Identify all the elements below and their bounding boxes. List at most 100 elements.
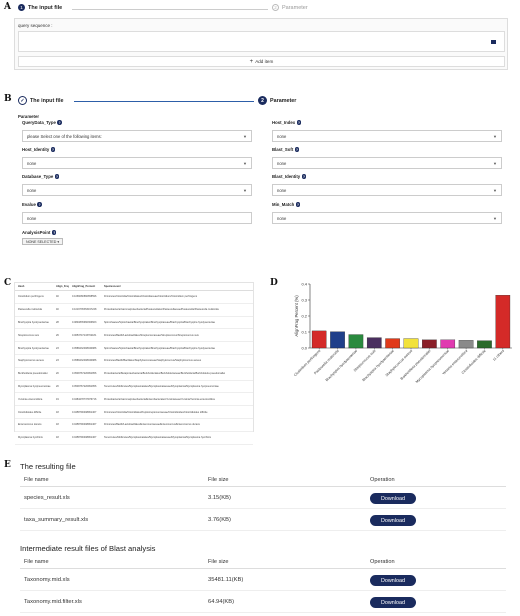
table-row[interactable]: Brachyspira hyodysenteriae 28 0.0840835960… (15, 317, 253, 330)
header-file-size: File size (208, 559, 229, 565)
min-match-label: Min_Match? (272, 202, 301, 207)
table-cell: Firmicutes/Clostridia/Clostridiales/Clos… (104, 295, 198, 299)
file-size: 3.76(KB) (208, 517, 231, 523)
column-header[interactable]: Hash (18, 285, 25, 288)
file-name: taxa_summary_result.xls (24, 517, 89, 523)
evalue-input[interactable]: none (22, 212, 252, 224)
label-text: Blast_Identity (272, 174, 301, 179)
blast-identity-select[interactable]: none ▼ (272, 184, 502, 196)
table-cell: 40 (56, 295, 59, 299)
table-cell: 0.0509767220991956 (72, 384, 97, 388)
bar (440, 339, 456, 349)
select-value: none (27, 160, 37, 166)
table-body: Clostridium perfringens 40 0.1066080860658… (15, 291, 253, 445)
blast-soft-label: Blast_Soft? (272, 147, 300, 152)
table-cell: 0.0484278737976716 (72, 397, 97, 401)
table-cell: 0.0509767220991956 (72, 372, 97, 376)
table-row[interactable]: Enterococcus durans 18 0.0458790498961467 F… (15, 419, 253, 432)
query-data-type-select[interactable]: please Select one of the following items… (22, 130, 252, 142)
table-header: Hash Align_Fragment AlignFrag_Percent Sp… (15, 283, 253, 291)
host-index-select[interactable]: none ▼ (272, 130, 502, 142)
table-cell: 0.0458790498961467 (72, 423, 97, 427)
table-row[interactable]: Clostridioides difficile 18 0.045879049896… (15, 406, 253, 419)
panel-letter-c: C (4, 278, 12, 288)
table-cell: Clostridium perfringens (18, 295, 44, 299)
table-row: Taxonomy.mid.filter.xls 64.94(KB) Downlo… (20, 593, 506, 613)
table-cell: Proteobacteria/Gammaproteobacteria/Enter… (104, 397, 215, 401)
table-cell: 0.0840835960366663 (72, 320, 97, 324)
help-icon[interactable]: ? (51, 230, 57, 235)
step-parameter[interactable]: 2 Parameter (272, 4, 308, 11)
table-row: taxa_summary_result.xls 3.76(KB) Downloa… (20, 511, 506, 531)
table-cell: 19 (56, 397, 59, 401)
bar (495, 295, 511, 349)
download-button[interactable]: Download (370, 597, 416, 608)
step-input-file[interactable]: ✓ The input file (18, 96, 64, 105)
table-row[interactable]: Brachyspira hyodysenteriae 23 0.0586232008… (15, 342, 253, 355)
query-sequence-input[interactable] (18, 31, 505, 52)
column-header[interactable]: AlignFrag_Percent (72, 285, 96, 288)
help-icon[interactable]: ? (295, 202, 301, 207)
table-row[interactable]: Staphylococcus aureus 23 0.058623200804098… (15, 355, 253, 368)
column-header[interactable]: SpeciesLevel (104, 285, 121, 288)
table-row[interactable]: Clostridium perfringens 40 0.1066080860658… (15, 291, 253, 304)
table-cell: Mycoplasma hyopneumoniae (18, 384, 51, 388)
chevron-down-icon: ▼ (493, 134, 497, 139)
table-cell: Yersinia enterocolitica (18, 397, 43, 401)
step-connector (74, 101, 254, 102)
table-cell: Tenericutes/Mollicutes/Mycoplasmatales/M… (104, 384, 219, 388)
host-identity-select[interactable]: none ▼ (22, 157, 252, 169)
label-text: Database_Type (22, 174, 54, 179)
section-title-intermediate: Intermediate result files of Blast analy… (20, 544, 156, 553)
chevron-down-icon: ▼ (243, 161, 247, 166)
table-cell: Streptococcus suis (18, 333, 39, 337)
blast-soft-select[interactable]: none ▼ (272, 157, 502, 169)
help-icon[interactable]: ? (50, 147, 56, 152)
table-row[interactable]: Streptococcus suis 26 0.0653747133702181 Fi… (15, 329, 253, 343)
table-cell: 18 (56, 423, 59, 427)
input-value: none (27, 215, 37, 221)
select-value: none (27, 187, 37, 193)
plus-icon: + (249, 58, 254, 65)
table-cell: Staphylococcus aureus (18, 359, 44, 363)
help-icon[interactable]: ? (294, 147, 300, 152)
table-cell: Firmicutes/Bacilli/Bacillales/Staphyloco… (104, 359, 202, 363)
y-tick-label: 0.0 (301, 346, 307, 351)
table-row[interactable]: Pasteurella multocida 40 0.101973535319724… (15, 304, 253, 317)
header-operation: Operation (370, 477, 395, 483)
panel-letter-a: A (4, 2, 11, 12)
table-row[interactable]: Mycoplasma hyorhinis 18 0.0458790498961467… (15, 432, 253, 445)
step-input-file[interactable]: 1 The input file (18, 4, 62, 11)
header-file-name: File name (24, 477, 49, 483)
select-value: none (277, 160, 287, 166)
table-cell: 28 (56, 320, 59, 324)
column-header[interactable]: Align_Fragment (56, 285, 69, 288)
panel-letter-d: D (270, 278, 278, 288)
multiselect-value: NONE SELECTED (26, 239, 57, 244)
add-item-button[interactable]: + Add item (18, 56, 505, 67)
download-button[interactable]: Download (370, 493, 416, 504)
help-icon[interactable]: ? (37, 202, 42, 207)
min-match-select[interactable]: none ▼ (272, 212, 502, 224)
table-cell: Proteobacteria/Gammaproteobacteria/Paste… (104, 308, 219, 312)
analysis-point-multiselect[interactable]: NONE SELECTED ▾ (22, 238, 64, 245)
help-icon[interactable]: ? (301, 174, 307, 179)
upload-icon[interactable] (491, 40, 496, 44)
help-icon[interactable]: ? (296, 120, 302, 125)
y-tick-label: 0.2 (301, 314, 307, 319)
download-button[interactable]: Download (370, 515, 416, 526)
y-tick-label: 0.3 (301, 298, 307, 303)
table-row[interactable]: Burkholderia pseudomallei 20 0.05097672209… (15, 368, 253, 381)
bar (422, 339, 437, 349)
step-number: 2 (272, 4, 279, 11)
table-row[interactable]: Yersinia enterocolitica 19 0.0484278737976… (15, 393, 253, 407)
help-icon[interactable]: ? (57, 120, 62, 125)
check-icon: ✓ (18, 96, 27, 105)
step-parameter[interactable]: 2 Parameter (258, 96, 296, 105)
database-type-select[interactable]: none ▼ (22, 184, 252, 196)
table-row[interactable]: Mycoplasma hyopneumoniae 20 0.050976722099… (15, 381, 253, 394)
download-button[interactable]: Download (370, 575, 416, 586)
panel-b-parameter-form: ✓ The input file 2 Parameter Parameter Q… (14, 96, 508, 246)
help-icon[interactable]: ? (54, 174, 60, 179)
table-cell: 23 (56, 359, 59, 363)
